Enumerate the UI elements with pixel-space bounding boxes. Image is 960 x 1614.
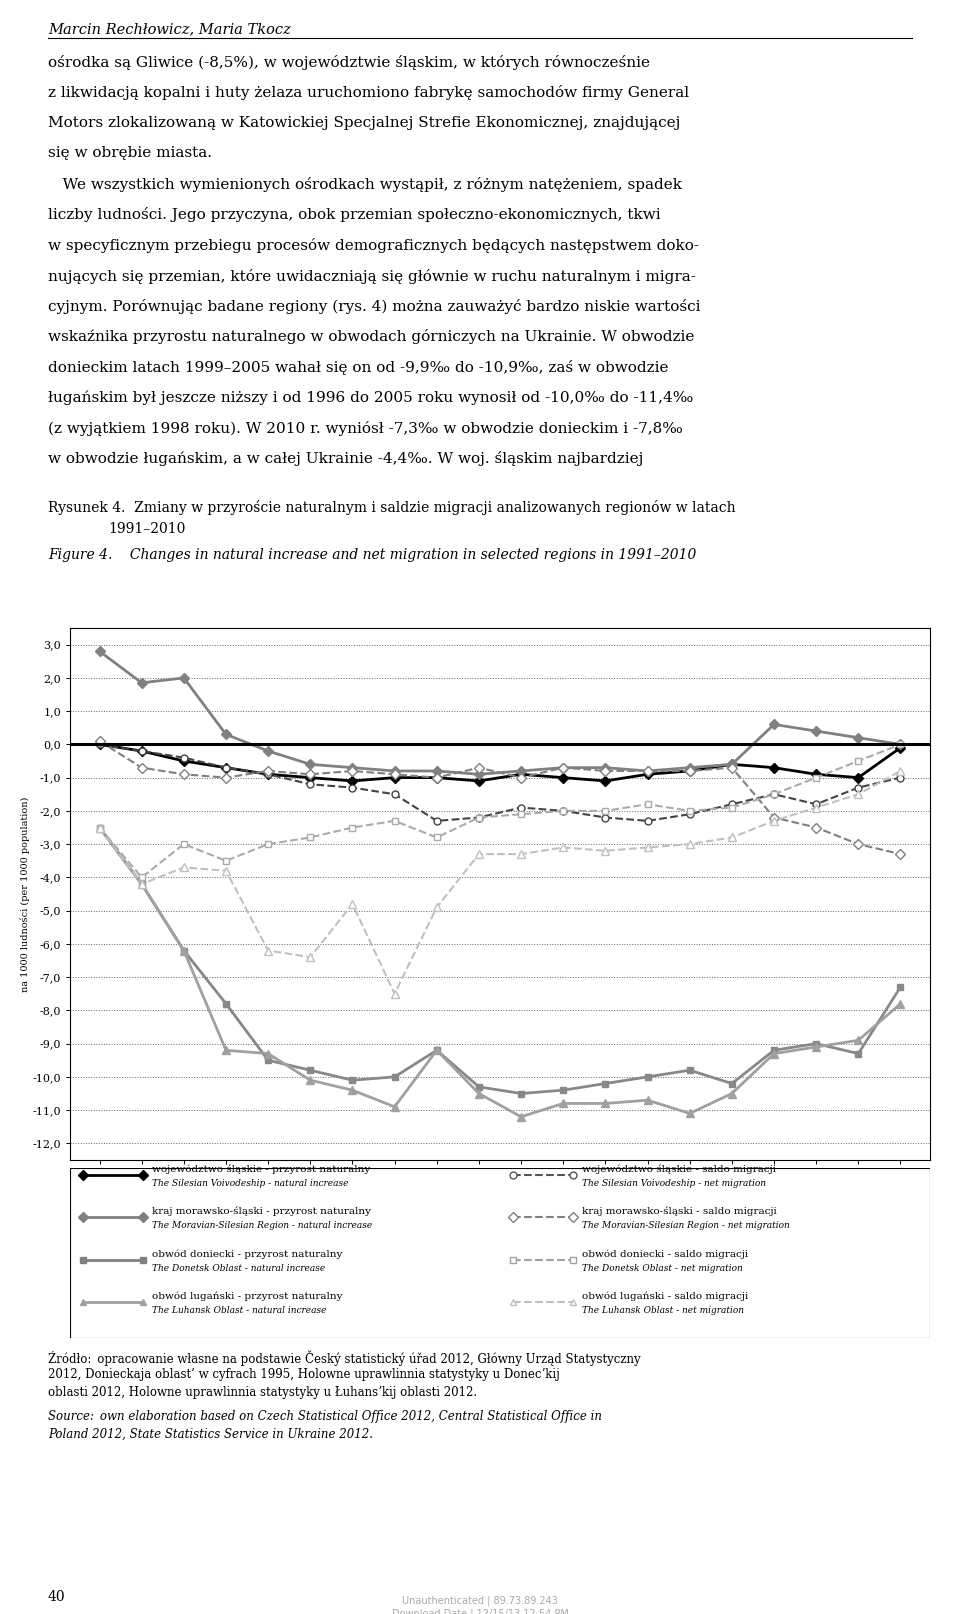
Text: Marcin Rechłowicz, Maria Tkocz: Marcin Rechłowicz, Maria Tkocz (48, 23, 291, 36)
Text: w specyficznym przebiegu procesów demograficznych będących następstwem doko-: w specyficznym przebiegu procesów demogr… (48, 237, 699, 253)
Text: 1991–2010: 1991–2010 (108, 521, 185, 536)
Text: We wszystkich wymienionych ośrodkach wystąpił, z różnym natężeniem, spadek: We wszystkich wymienionych ośrodkach wys… (48, 178, 682, 192)
Text: ługańskim był jeszcze niższy i od 1996 do 2005 roku wynosił od -10,0‰ do -11,4‰: ługańskim był jeszcze niższy i od 1996 d… (48, 391, 693, 405)
Text: ośrodka są Gliwice (-8,5%), w województwie śląskim, w których równocześnie: ośrodka są Gliwice (-8,5%), w województw… (48, 55, 650, 69)
Text: The Luhansk Oblast - natural increase: The Luhansk Oblast - natural increase (152, 1306, 326, 1315)
Text: donieckim latach 1999–2005 wahał się on od -9,9‰ do -10,9‰, zaś w obwodzie: donieckim latach 1999–2005 wahał się on … (48, 360, 668, 374)
Text: cyjnym. Porównując badane regiony (rys. 4) można zauważyć bardzo niskie wartości: cyjnym. Porównując badane regiony (rys. … (48, 299, 701, 315)
Text: The Moravian-Silesian Region - net migration: The Moravian-Silesian Region - net migra… (582, 1222, 789, 1230)
Text: obwód doniecki - saldo migracji: obwód doniecki - saldo migracji (582, 1249, 748, 1259)
Y-axis label: na 1000 ludności (per 1000 population): na 1000 ludności (per 1000 population) (20, 796, 30, 991)
Text: kraj morawsko-śląski - saldo migracji: kraj morawsko-śląski - saldo migracji (582, 1207, 777, 1217)
Text: obwód lugański - saldo migracji: obwód lugański - saldo migracji (582, 1291, 748, 1301)
Text: z likwidacją kopalni i huty żelaza uruchomiono fabrykę samochodów firmy General: z likwidacją kopalni i huty żelaza uruch… (48, 86, 689, 100)
Text: kraj morawsko-śląski - przyrost naturalny: kraj morawsko-śląski - przyrost naturaln… (152, 1207, 371, 1217)
Text: The Silesian Voivodeship - natural increase: The Silesian Voivodeship - natural incre… (152, 1178, 348, 1188)
Text: The Silesian Voivodeship - net migration: The Silesian Voivodeship - net migration (582, 1178, 766, 1188)
Text: The Donetsk Oblast - net migration: The Donetsk Oblast - net migration (582, 1264, 742, 1273)
Text: 2012, Donieckaja oblast’ w cyfrach 1995, Holowne uprawlinnia statystyky u Donecʼ: 2012, Donieckaja oblast’ w cyfrach 1995,… (48, 1369, 560, 1382)
Text: Poland 2012, State Statistics Service in Ukraine 2012.: Poland 2012, State Statistics Service in… (48, 1428, 373, 1441)
Text: obwód lugański - przyrost naturalny: obwód lugański - przyrost naturalny (152, 1291, 342, 1301)
Text: (z wyjątkiem 1998 roku). W 2010 r. wyniósł -7,3‰ w obwodzie donieckim i -7,8‰: (z wyjątkiem 1998 roku). W 2010 r. wynió… (48, 421, 683, 436)
Text: województwo śląskie - przyrost naturalny: województwo śląskie - przyrost naturalny (152, 1164, 370, 1173)
Text: się w obrębie miasta.: się w obrębie miasta. (48, 147, 212, 160)
Text: Rysunek 4.  Zmiany w przyroście naturalnym i saldzie migracji analizowanych regi: Rysunek 4. Zmiany w przyroście naturalny… (48, 500, 735, 515)
Text: 40: 40 (48, 1590, 65, 1604)
Text: Figure 4.    Changes in natural increase and net migration in selected regions i: Figure 4. Changes in natural increase an… (48, 549, 696, 562)
Text: obwód doniecki - przyrost naturalny: obwód doniecki - przyrost naturalny (152, 1249, 342, 1259)
Text: oblasti 2012, Holowne uprawlinnia statystyky u Łuhansʼkij oblasti 2012.: oblasti 2012, Holowne uprawlinnia statys… (48, 1386, 477, 1399)
Text: Źródło: opracowanie własne na podstawie Český statistický úřad 2012, Główny Urzą: Źródło: opracowanie własne na podstawie … (48, 1349, 640, 1365)
Text: Source: own elaboration based on Czech Statistical Office 2012, Central Statisti: Source: own elaboration based on Czech S… (48, 1411, 602, 1424)
Text: w obwodzie ługańskim, a w całej Ukrainie -4,4‰. W woj. śląskim najbardziej: w obwodzie ługańskim, a w całej Ukrainie… (48, 452, 643, 466)
Text: nujących się przemian, które uwidaczniają się głównie w ruchu naturalnym i migra: nujących się przemian, które uwidaczniaj… (48, 268, 696, 284)
Text: wskaźnika przyrostu naturalnego w obwodach górniczych na Ukrainie. W obwodzie: wskaźnika przyrostu naturalnego w obwoda… (48, 329, 694, 344)
Text: województwo śląskie - saldo migracji: województwo śląskie - saldo migracji (582, 1164, 776, 1173)
Text: Unauthenticated | 89.73.89.243
Download Date | 12/15/13 12:54 PM: Unauthenticated | 89.73.89.243 Download … (392, 1596, 568, 1614)
Text: The Donetsk Oblast - natural increase: The Donetsk Oblast - natural increase (152, 1264, 324, 1273)
Text: Motors zlokalizowaną w Katowickiej Specjalnej Strefie Ekonomicznej, znajdującej: Motors zlokalizowaną w Katowickiej Specj… (48, 116, 681, 131)
Text: The Luhansk Oblast - net migration: The Luhansk Oblast - net migration (582, 1306, 744, 1315)
Text: liczby ludności. Jego przyczyna, obok przemian społeczno-ekonomicznych, tkwi: liczby ludności. Jego przyczyna, obok pr… (48, 208, 660, 223)
Text: The Moravian-Silesian Region - natural increase: The Moravian-Silesian Region - natural i… (152, 1222, 372, 1230)
